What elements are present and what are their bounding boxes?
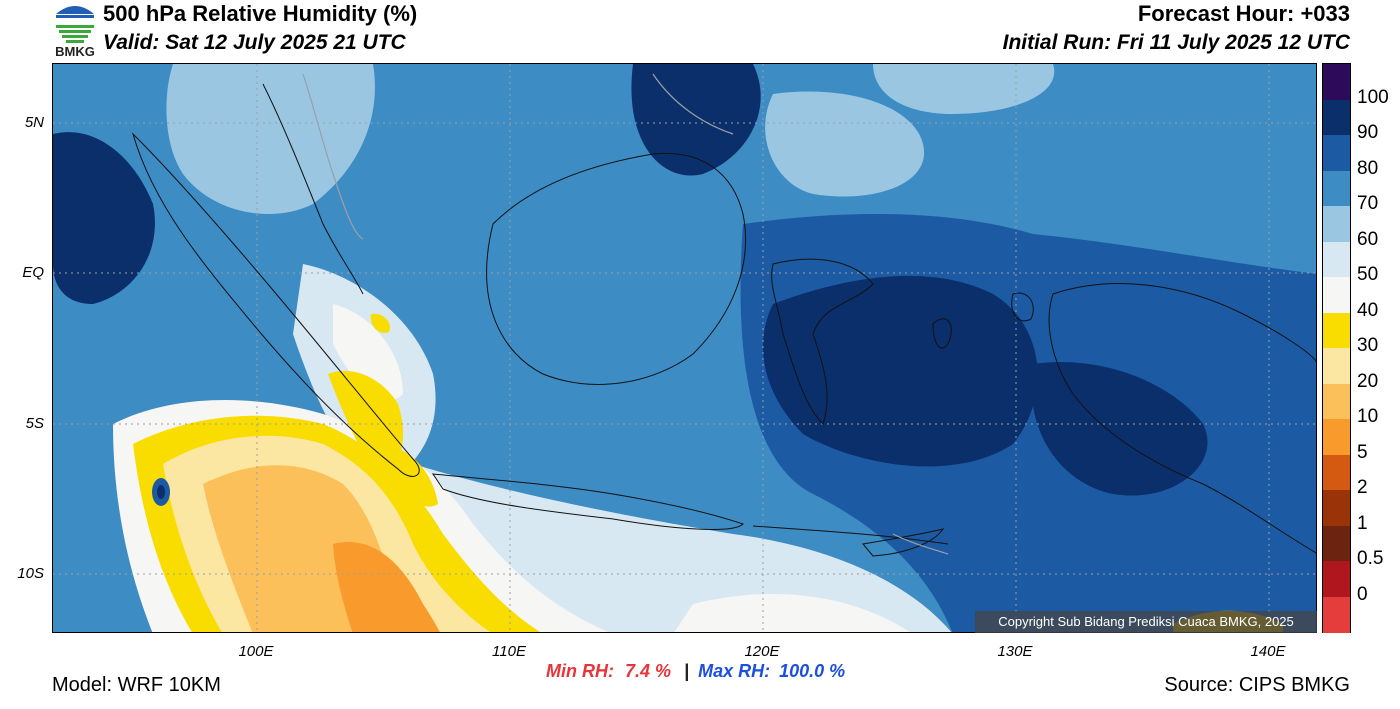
min-rh-value: 7.4 % <box>625 661 672 681</box>
forecast-hour: Forecast Hour: +033 <box>1137 1 1350 26</box>
colorbar-swatch <box>1323 348 1350 384</box>
source-label: Source: CIPS BMKG <box>1164 674 1350 696</box>
colorbar-label: 60 <box>1357 228 1379 250</box>
colorbar-label: 0 <box>1357 583 1368 605</box>
colorbar-label: 5 <box>1357 441 1368 463</box>
colorbar-label: 20 <box>1357 370 1379 392</box>
colorbar-swatch <box>1323 170 1350 207</box>
colorbar-swatch <box>1323 596 1350 633</box>
lat-label-10s: 10S <box>17 565 44 582</box>
colorbar-label: 70 <box>1357 193 1379 214</box>
lon-label-130e: 130E <box>997 643 1033 660</box>
colorbar-label: 80 <box>1357 157 1379 179</box>
colorbar-swatch <box>1323 135 1350 171</box>
colorbar <box>1322 63 1351 633</box>
initial-run: Initial Run: Fri 11 July 2025 12 UTC <box>1002 31 1350 54</box>
colorbar-label: 40 <box>1357 299 1379 321</box>
lon-label-140e: 140E <box>1250 643 1286 660</box>
colorbar-swatch <box>1323 64 1350 100</box>
lat-label-eq: EQ <box>22 264 44 281</box>
min-rh-label: Min RH: <box>546 661 614 681</box>
lon-label-110e: 110E <box>492 643 526 660</box>
lat-label-5n: 5N <box>24 114 44 131</box>
logo-text: BMKG <box>55 44 95 59</box>
colorbar-swatch <box>1323 277 1350 313</box>
bmkg-logo <box>52 2 98 60</box>
model-label: Model: WRF 10KM <box>52 674 221 696</box>
max-rh-label: Max RH: <box>698 661 771 681</box>
colorbar-label: 50 <box>1357 264 1379 285</box>
colorbar-label: 1 <box>1357 512 1368 534</box>
colorbar-swatch <box>1323 383 1350 420</box>
colorbar-swatch <box>1323 206 1350 242</box>
colorbar-swatch <box>1323 561 1350 597</box>
copyright-notice: Copyright Sub Bidang Prediksi Cuaca BMKG… <box>975 611 1317 633</box>
colorbar-swatch <box>1323 241 1350 278</box>
valid-time: Valid: Sat 12 July 2025 21 UTC <box>103 31 406 54</box>
stats-separator: | <box>684 661 690 681</box>
colorbar-label: 10 <box>1357 406 1379 427</box>
colorbar-swatch <box>1323 419 1350 455</box>
colorbar-label: 2 <box>1357 477 1368 498</box>
colorbar-label: 30 <box>1357 335 1379 356</box>
colorbar-label: 0.5 <box>1357 548 1384 569</box>
colorbar-swatch <box>1323 525 1350 562</box>
lon-label-120e: 120E <box>744 643 780 660</box>
colorbar-label: 90 <box>1357 122 1379 143</box>
map-title: 500 hPa Relative Humidity (%) <box>103 1 418 26</box>
max-rh-value: 100.0 % <box>779 661 846 681</box>
rh-stats: Min RH: 7.4 % | Max RH: 100.0 % <box>546 661 845 682</box>
humidity-map <box>52 63 1317 633</box>
colorbar-swatch <box>1323 312 1350 349</box>
colorbar-swatch <box>1323 454 1350 491</box>
lat-label-5s: 5S <box>25 415 44 432</box>
colorbar-swatch <box>1323 490 1350 526</box>
colorbar-label: 100 <box>1357 86 1389 108</box>
lon-label-100e: 100E <box>238 643 274 660</box>
colorbar-swatch <box>1323 99 1350 136</box>
